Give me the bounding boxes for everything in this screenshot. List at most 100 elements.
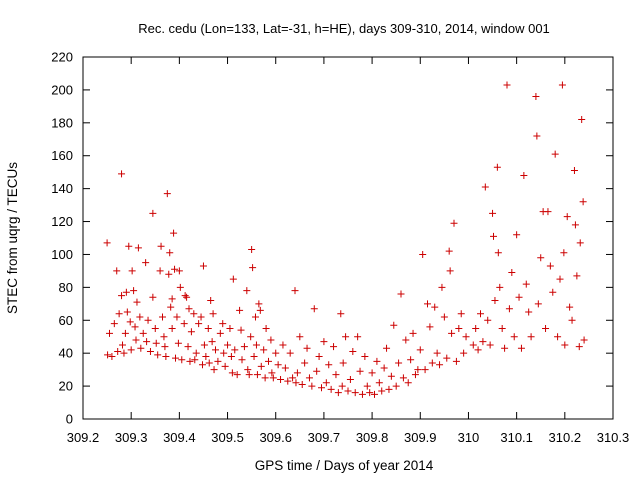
data-point: [366, 389, 374, 397]
data-point: [446, 267, 454, 275]
x-tick-label: 309.8: [356, 430, 389, 445]
data-point: [250, 352, 258, 360]
data-point: [409, 329, 417, 337]
data-point: [238, 356, 246, 364]
data-point: [149, 293, 157, 301]
data-point: [137, 344, 145, 352]
data-point: [554, 333, 562, 341]
data-point: [399, 374, 407, 382]
data-point: [378, 387, 386, 395]
data-point: [243, 287, 251, 295]
data-point: [490, 232, 498, 240]
data-point: [573, 272, 581, 280]
data-point: [438, 283, 446, 291]
data-point: [202, 352, 210, 360]
data-point: [380, 364, 388, 372]
data-point: [127, 346, 135, 354]
data-point: [546, 262, 554, 270]
data-point: [120, 349, 128, 357]
data-point: [411, 371, 419, 379]
data-point: [527, 333, 535, 341]
data-point: [184, 343, 192, 351]
data-point: [570, 167, 578, 175]
data-point: [363, 382, 371, 390]
x-tick-label: 309.5: [211, 430, 244, 445]
data-point: [390, 321, 398, 329]
data-point: [375, 379, 383, 387]
data-point: [579, 198, 587, 206]
data-point: [424, 300, 431, 308]
data-point: [291, 287, 299, 295]
data-point: [152, 339, 160, 347]
data-point: [139, 329, 147, 337]
data-point: [296, 333, 304, 341]
data-point: [160, 333, 168, 341]
data-point: [534, 300, 542, 308]
x-axis-label: GPS time / Days of year 2014: [255, 458, 434, 473]
data-point: [349, 348, 357, 356]
data-point: [303, 344, 311, 352]
data-point: [477, 310, 484, 318]
data-point: [260, 346, 268, 354]
x-tick-labels: 309.2 309.3 309.4 309.5 309.6 309.7 309.8 309.9…: [67, 430, 630, 445]
data-point: [130, 287, 138, 295]
x-tick-label: 310.3: [597, 430, 630, 445]
data-point: [462, 333, 470, 341]
data-point: [247, 333, 255, 341]
data-point: [265, 357, 272, 365]
data-point: [198, 361, 206, 369]
data-point: [197, 313, 205, 321]
y-tick-label: 220: [51, 50, 73, 65]
data-point: [114, 348, 122, 356]
x-tick-label: 309.7: [308, 430, 341, 445]
data-point: [162, 352, 170, 360]
data-point: [226, 325, 234, 332]
data-point: [450, 219, 458, 227]
data-point: [227, 352, 235, 360]
x-tick-label: 309.2: [67, 430, 100, 445]
data-point: [404, 379, 412, 387]
data-point: [503, 81, 511, 89]
data-point: [440, 313, 448, 321]
data-point: [566, 303, 574, 311]
data-point: [416, 346, 424, 354]
data-point: [308, 382, 316, 390]
data-point: [368, 369, 376, 377]
data-point: [209, 310, 217, 318]
data-point: [448, 329, 456, 337]
data-point: [118, 170, 126, 178]
data-point: [351, 389, 359, 397]
data-point: [212, 346, 219, 354]
data-point: [167, 303, 175, 311]
data-point: [436, 361, 444, 369]
data-point: [520, 171, 528, 179]
data-point: [385, 385, 393, 393]
data-point: [443, 354, 451, 362]
data-point: [128, 267, 136, 275]
data-point: [392, 382, 400, 390]
data-point: [274, 361, 282, 369]
data-point: [293, 369, 301, 377]
data-point: [402, 336, 410, 344]
data-point: [106, 329, 113, 337]
data-point: [457, 310, 465, 318]
data-point: [144, 316, 152, 324]
data-point: [510, 333, 518, 341]
data-point: [261, 374, 269, 382]
data-point: [568, 316, 576, 324]
data-point: [556, 275, 564, 283]
data-point: [320, 338, 328, 346]
data-point: [131, 323, 139, 331]
data-point: [310, 305, 318, 313]
data-point: [231, 346, 239, 354]
data-point: [172, 354, 180, 362]
data-point: [558, 81, 566, 89]
data-point: [481, 183, 489, 191]
data-point: [161, 343, 169, 351]
data-point: [358, 390, 366, 398]
data-point: [414, 366, 422, 374]
data-point: [156, 267, 164, 275]
data-point: [575, 343, 583, 351]
